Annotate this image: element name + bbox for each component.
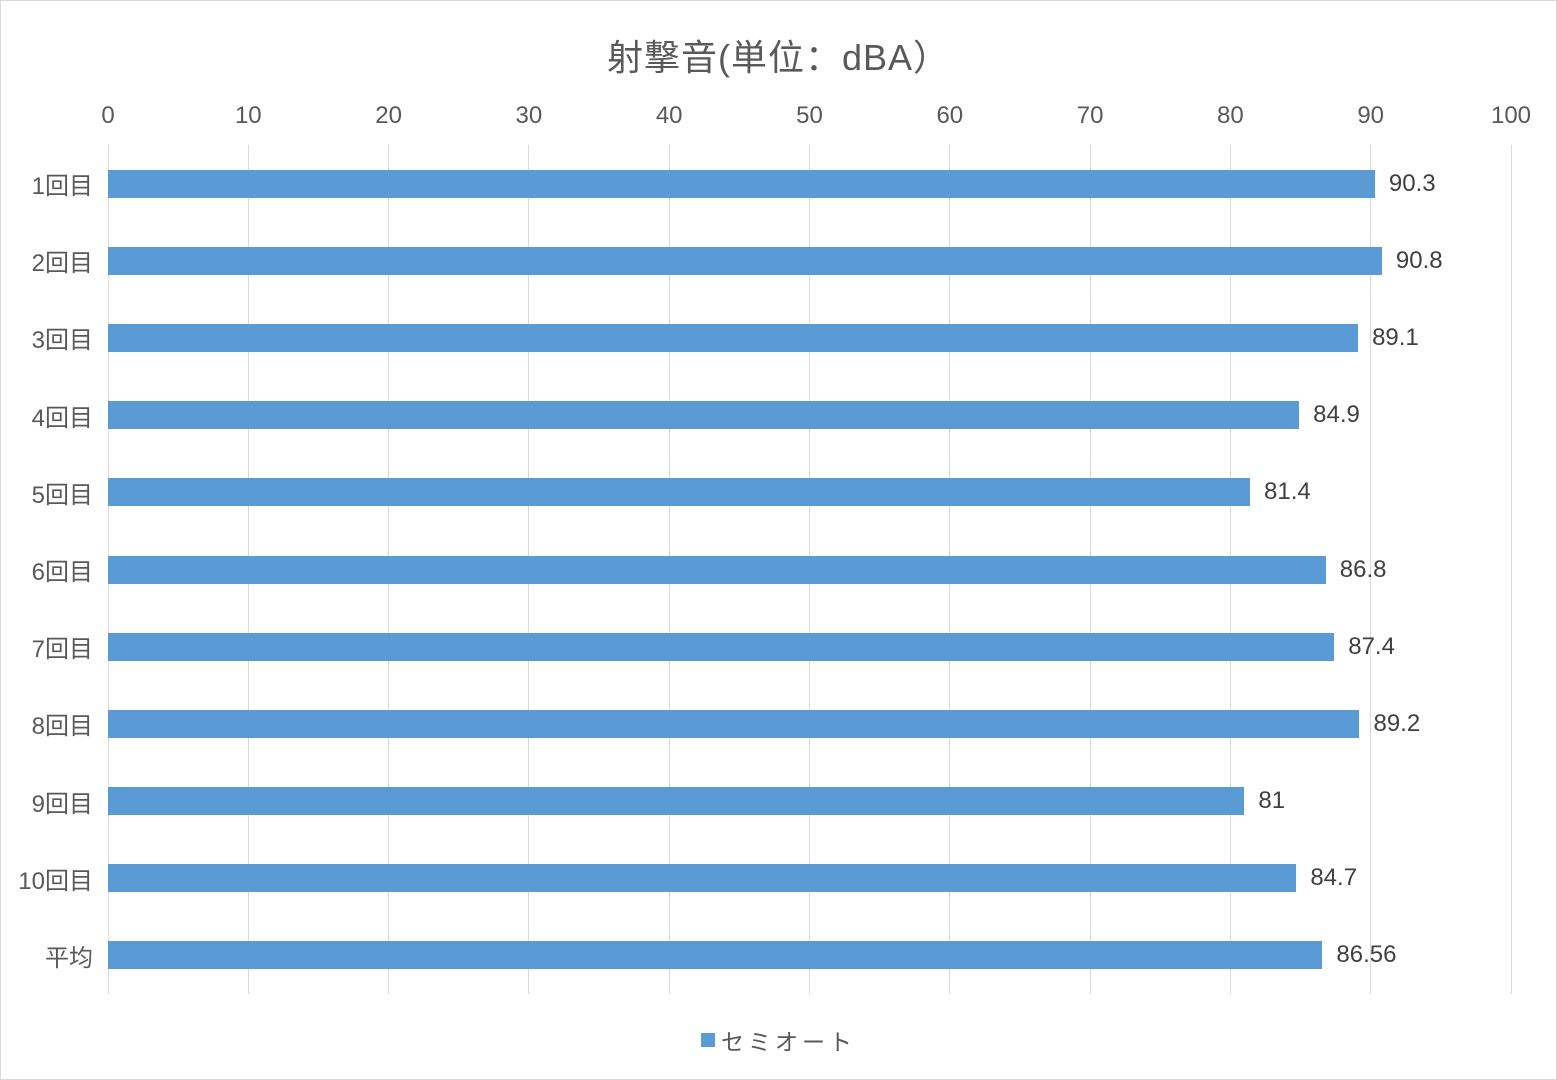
- bar: [108, 941, 1323, 970]
- category-label: 9回目: [31, 790, 93, 818]
- category-label: 3回目: [31, 327, 93, 355]
- x-axis-tick-label: 40: [655, 102, 683, 129]
- bar-value-label: 89.2: [1373, 709, 1421, 737]
- legend-label: セミオート: [721, 1029, 856, 1055]
- bar: [108, 555, 1326, 584]
- bar-value-label: 86.8: [1339, 555, 1387, 583]
- category-label: 10回目: [18, 867, 93, 895]
- bar: [108, 709, 1360, 738]
- bar-value-label: 84.7: [1310, 864, 1358, 892]
- bar: [108, 323, 1359, 352]
- category-label: 平均: [45, 944, 93, 972]
- bar-value-label: 89.1: [1372, 323, 1419, 351]
- bar-value-label: 81: [1258, 787, 1286, 815]
- legend: セミオート: [1, 1023, 1556, 1057]
- x-axis-tick-label: 10: [234, 102, 262, 129]
- x-axis-tick-label: 60: [936, 102, 964, 129]
- bar-value-label: 81.4: [1264, 478, 1311, 506]
- category-label: 8回目: [31, 713, 93, 741]
- bar-value-label: 90.8: [1395, 246, 1443, 274]
- bar: [108, 787, 1245, 816]
- category-label: 2回目: [31, 250, 93, 278]
- y-axis-category-labels: 1回目 2回目 3回目 4回目 5回目 6回目 7回目 8回目 9回目 10回目平均: [1, 145, 93, 994]
- gridline: [1370, 145, 1372, 994]
- x-axis-tick-label: 70: [1076, 102, 1104, 129]
- bar-value-label: 87.4: [1348, 632, 1395, 660]
- category-label: 7回目: [31, 636, 93, 664]
- x-axis-tick-label: 100: [1490, 102, 1532, 129]
- legend-marker-icon: [701, 1033, 715, 1047]
- x-axis-tick-label: 30: [515, 102, 543, 129]
- bar: [108, 478, 1251, 507]
- x-axis-tick-label: 80: [1217, 102, 1244, 129]
- x-axis-tick-label: 50: [796, 102, 823, 129]
- bar: [108, 864, 1297, 893]
- bar: [108, 246, 1382, 275]
- gridline: [1510, 145, 1512, 994]
- category-label: 1回目: [31, 173, 93, 201]
- bar: [108, 169, 1375, 198]
- bar: [108, 401, 1300, 430]
- bar-value-label: 84.9: [1313, 401, 1360, 429]
- chart-title: 射撃音(単位：dBA）: [606, 37, 951, 78]
- x-axis-tick-label: 90: [1357, 102, 1385, 129]
- bar-value-label: 90.3: [1388, 169, 1436, 197]
- category-label: 6回目: [31, 558, 93, 586]
- plot-area: 90.3 90.8 89.1 84.9 81.4 86.8 87.4 89.2 81 84.7 86…: [107, 145, 1512, 994]
- bar-value-label: 86.56: [1336, 941, 1397, 969]
- category-label: 4回目: [31, 404, 93, 432]
- bar: [108, 632, 1335, 661]
- x-axis-tick-label: 20: [375, 102, 402, 129]
- x-axis-tick-label: 0: [101, 102, 115, 129]
- category-label: 5回目: [31, 481, 93, 509]
